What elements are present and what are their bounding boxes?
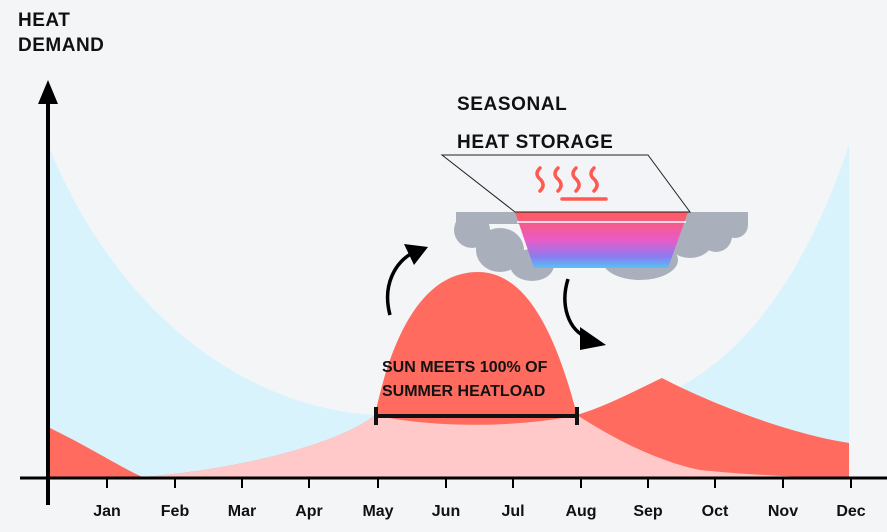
storage-tank — [515, 212, 688, 268]
month-label: Nov — [767, 503, 799, 520]
solar-area-summer — [130, 272, 849, 478]
storage-title-line: HEAT STORAGE — [457, 132, 614, 153]
solar-demand-overlap — [130, 415, 849, 478]
month-label: Apr — [295, 503, 323, 520]
heat-waves-icon — [535, 166, 608, 201]
summer-bracket — [374, 407, 579, 425]
month-label: Jun — [431, 503, 461, 520]
month-label: Feb — [160, 503, 190, 520]
month-label: Oct — [701, 503, 729, 520]
y-axis-title: HEAT DEMAND — [18, 8, 104, 58]
y-axis-title-line: HEAT — [18, 10, 71, 31]
y-axis-title-line: DEMAND — [18, 35, 105, 56]
storage-title-line: SEASONAL — [457, 94, 568, 115]
sun-annotation-line: SUN MEETS 100% OF — [382, 359, 548, 376]
month-label: Jan — [93, 503, 121, 520]
sun-annotation: SUN MEETS 100% OF SUMMER HEATLOAD — [382, 356, 547, 404]
storage-title: SEASONAL HEAT STORAGE — [457, 86, 613, 162]
month-label: Sep — [633, 503, 663, 520]
arrow-up-right-icon — [385, 244, 428, 316]
month-label: Mar — [227, 503, 257, 520]
month-label: Dec — [836, 503, 866, 520]
y-axis-arrow-head — [38, 80, 58, 104]
month-label: Aug — [565, 503, 597, 520]
sun-annotation-line: SUMMER HEATLOAD — [382, 383, 546, 400]
arrow-down-right-icon — [563, 278, 606, 350]
solar-area-winter — [48, 427, 145, 478]
month-label: Jul — [501, 503, 525, 520]
heat-demand-area — [48, 145, 849, 478]
storage-cover — [440, 154, 691, 213]
month-label: May — [362, 503, 394, 520]
month-ticks — [106, 478, 852, 488]
